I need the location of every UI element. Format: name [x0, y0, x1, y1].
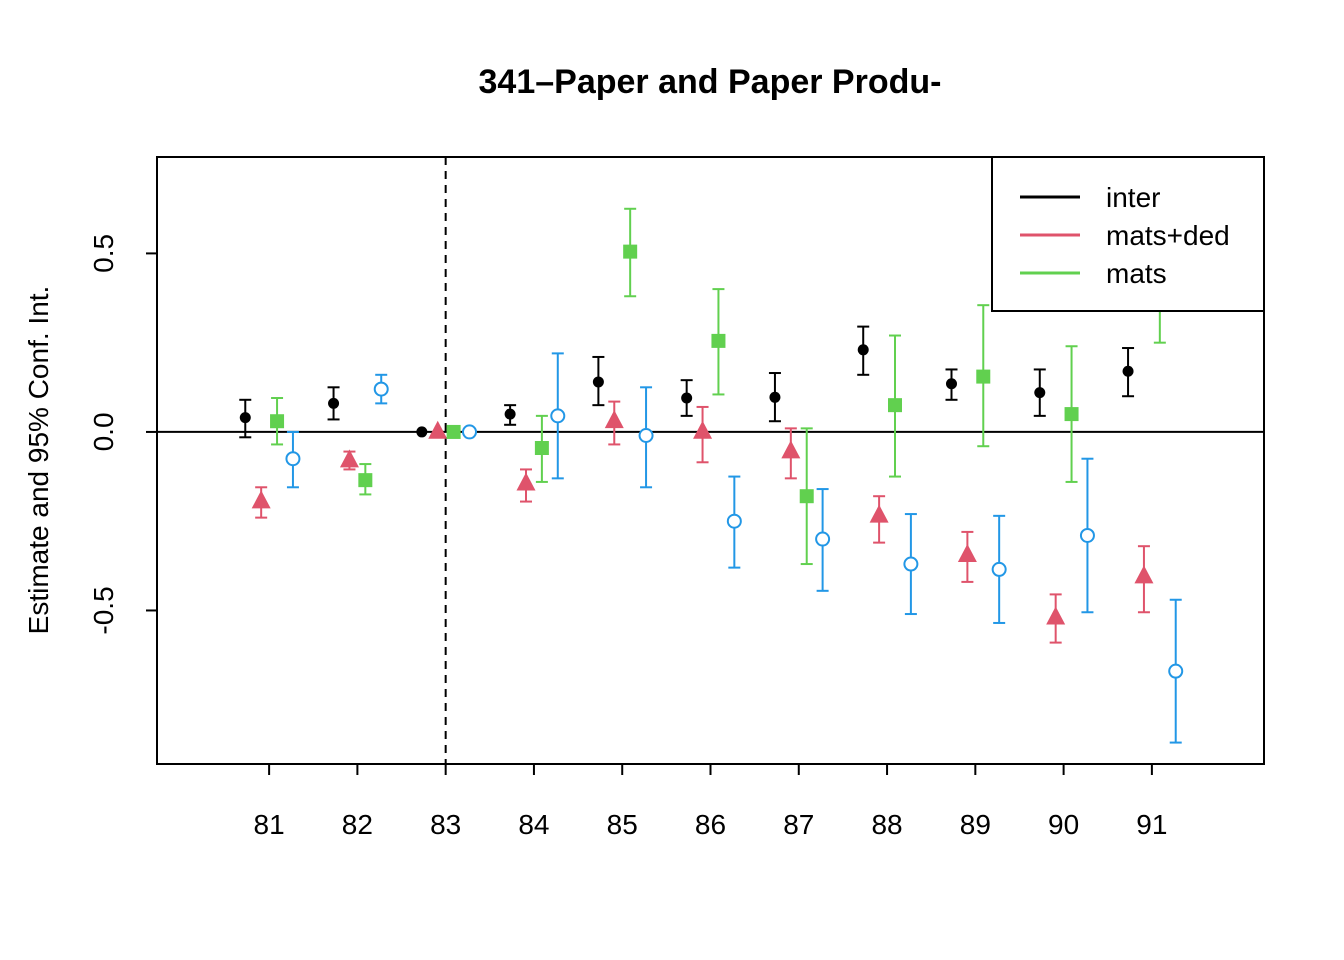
data-point: [1034, 387, 1046, 399]
data-point: [1122, 365, 1134, 377]
x-tick-label: 85: [607, 809, 638, 840]
series-3: [285, 352, 1184, 744]
data-point: [1168, 663, 1184, 679]
axes: 81 82 83 84 85 86 87 88 89 90 91 -0.5 0.0 0.5: [88, 156, 1265, 840]
data-point: [462, 424, 478, 440]
x-tick-label: 84: [518, 809, 549, 840]
data-point: [428, 420, 448, 439]
data-point: [550, 408, 566, 424]
data-point: [1079, 527, 1095, 543]
chart-title: 341–Paper and Paper Produ-: [479, 63, 942, 101]
x-tick-label: 82: [342, 809, 373, 840]
data-point: [285, 451, 301, 467]
y-tick-label: 0.5: [88, 234, 119, 273]
data-point: [869, 504, 889, 523]
x-tick-label: 88: [871, 809, 902, 840]
y-tick-label: 0.0: [88, 412, 119, 451]
data-point: [1134, 565, 1154, 584]
data-point: [957, 543, 977, 562]
legend: inter mats+ded mats: [991, 156, 1265, 312]
x-tick-label: 83: [430, 809, 461, 840]
data-point: [416, 426, 428, 438]
data-point: [769, 391, 781, 403]
data-point: [251, 490, 271, 509]
data-point: [239, 412, 251, 424]
data-point: [681, 392, 693, 404]
data-point: [945, 378, 957, 390]
x-tick-label: 90: [1048, 809, 1079, 840]
data-point: [534, 441, 549, 456]
legend-label: inter: [1106, 182, 1160, 213]
data-point: [446, 424, 461, 439]
data-point: [638, 428, 654, 444]
legend-label: mats+ded: [1106, 220, 1230, 251]
x-tick-label: 81: [254, 809, 285, 840]
series-1: [251, 400, 1154, 644]
data-point: [270, 414, 285, 429]
data-point: [888, 398, 902, 413]
data-point: [1064, 407, 1079, 422]
data-point: [339, 449, 359, 468]
data-point: [815, 531, 831, 547]
data-point: [799, 489, 814, 504]
data-point: [358, 473, 373, 488]
data-point: [623, 244, 638, 259]
data-point: [328, 397, 340, 409]
data-point: [604, 410, 624, 429]
data-point: [592, 376, 604, 388]
data-point: [504, 408, 516, 420]
y-tick-label: -0.5: [88, 586, 119, 634]
data-point: [857, 344, 869, 356]
x-tick-label: 89: [960, 809, 991, 840]
data-point: [693, 420, 713, 439]
x-tick-label: 91: [1136, 809, 1167, 840]
x-tick-label: 86: [695, 809, 726, 840]
data-point: [516, 472, 536, 491]
data-point: [1046, 606, 1066, 625]
data-point: [976, 369, 991, 384]
data-point: [903, 556, 919, 572]
data-point: [991, 561, 1007, 577]
y-axis-label: Estimate and 95% Conf. Int.: [23, 286, 54, 635]
data-point: [781, 440, 801, 459]
data-point: [373, 381, 389, 397]
data-point: [726, 513, 742, 529]
series-0: [239, 325, 1135, 439]
data-point: [711, 333, 726, 348]
legend-label: mats: [1106, 258, 1167, 289]
x-tick-label: 87: [783, 809, 814, 840]
